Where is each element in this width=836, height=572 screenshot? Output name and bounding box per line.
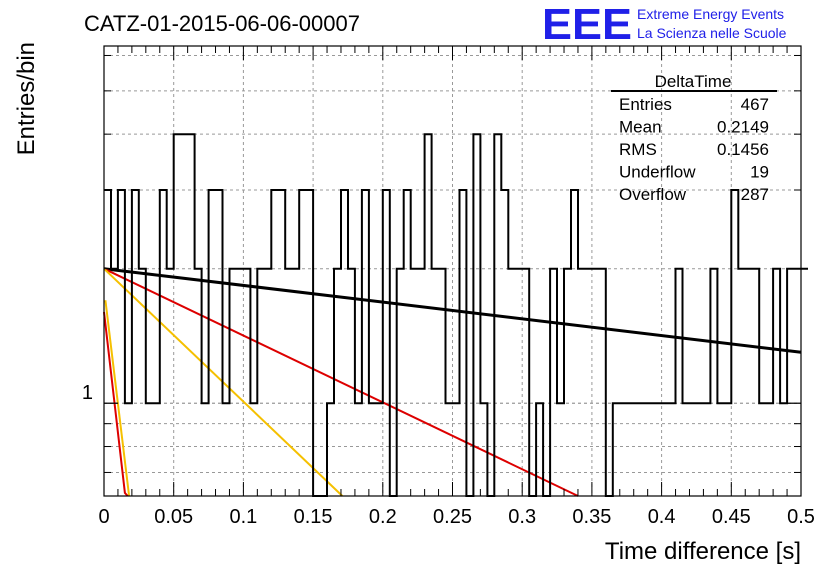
y-axis-label: Entries/bin (13, 42, 40, 155)
x-tick-label: 0.25 (433, 506, 472, 528)
histogram-line (104, 133, 808, 497)
x-tick-label: 0.2 (369, 506, 397, 528)
y-tick-label: 1 (82, 382, 93, 404)
stats-value: 467 (741, 95, 769, 114)
stats-label: Mean (619, 118, 662, 137)
stats-label: Underflow (619, 163, 696, 182)
stats-label: RMS (619, 140, 657, 159)
x-tick-labels: 0 0.05 0.1 0.15 0.2 0.25 0.3 0.35 0.4 0.45 0.5 (98, 506, 814, 528)
eee-logo-mark: EEE (542, 0, 632, 49)
stats-value: 0.2149 (717, 118, 769, 137)
stats-box: DeltaTime Entries 467 Mean 0.2149 RMS 0.1456 U… (611, 72, 777, 204)
x-tick-label: 0.3 (508, 506, 536, 528)
chart-title: CATZ-01-2015-06-06-00007 (84, 11, 360, 36)
stats-value: 287 (741, 185, 769, 204)
x-tick-label: 0.15 (294, 506, 333, 528)
eee-logo-line1: Extreme Energy Events (637, 6, 784, 22)
stats-label: Overflow (619, 185, 687, 204)
eee-logo-line2: La Scienza nelle Scuole (637, 25, 787, 41)
eee-logo: EEE Extreme Energy Events La Scienza nel… (542, 0, 787, 49)
x-tick-label: 0.4 (648, 506, 676, 528)
x-tick-label: 0.45 (712, 506, 751, 528)
x-tick-label: 0 (98, 506, 109, 528)
x-tick-label: 0.35 (572, 506, 611, 528)
stats-value: 0.1456 (717, 140, 769, 159)
fit-curve (103, 267, 579, 497)
grid (104, 46, 801, 496)
stats-value: 19 (750, 163, 769, 182)
stats-label: Entries (619, 95, 672, 114)
x-tick-label: 0.5 (787, 506, 815, 528)
fit-curve (104, 300, 131, 497)
x-tick-label: 0.1 (229, 506, 257, 528)
x-axis-label: Time difference [s] (605, 538, 801, 565)
fit-curve (103, 311, 129, 497)
axis-ticks (103, 46, 802, 496)
fit-curve (103, 267, 802, 354)
x-tick-label: 0.05 (154, 506, 193, 528)
stats-title: DeltaTime (655, 72, 732, 91)
